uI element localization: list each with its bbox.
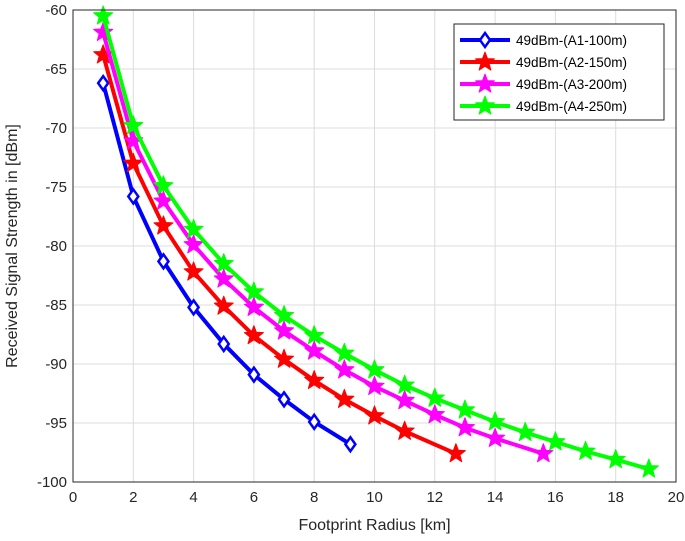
- data-point-star: [304, 370, 325, 390]
- legend-label: 49dBm-(A1-100m): [516, 33, 627, 48]
- data-point-star: [394, 374, 415, 394]
- y-tick-label: -90: [45, 356, 67, 373]
- legend-item: 49dBm-(A4-250m): [460, 95, 627, 115]
- x-tick-label: 8: [310, 489, 318, 506]
- data-point-star: [243, 281, 264, 301]
- legend-marker-star: [474, 51, 496, 71]
- x-tick-label: 10: [366, 489, 383, 506]
- x-tick-label: 12: [426, 489, 443, 506]
- x-tick-label: 0: [69, 489, 77, 506]
- legend-label: 49dBm-(A3-200m): [516, 77, 627, 92]
- data-point-star: [183, 261, 204, 281]
- data-point-star: [274, 320, 295, 340]
- legend-marker-star: [474, 95, 496, 115]
- data-point-star: [394, 390, 415, 410]
- y-tick-label: -60: [45, 2, 67, 19]
- legend-item: 49dBm-(A1-100m): [460, 30, 627, 50]
- x-tick-label: 18: [607, 489, 624, 506]
- data-point-star: [274, 348, 295, 368]
- series-2: [93, 44, 466, 463]
- x-tick-label: 20: [668, 489, 685, 506]
- data-point-star: [364, 375, 385, 396]
- legend: 49dBm-(A1-100m) 49dBm-(A2-150m) 49dBm-(A3-…: [453, 23, 665, 121]
- data-point-star: [364, 359, 385, 379]
- legend-marker-diamond: [478, 30, 492, 50]
- data-point-diamond: [307, 412, 321, 431]
- data-point-diamond: [126, 187, 140, 206]
- legend-item: 49dBm-(A3-200m): [460, 73, 627, 93]
- data-point-star: [605, 449, 626, 469]
- data-point-star: [153, 215, 174, 235]
- data-point-star: [304, 325, 325, 345]
- x-tick-label: 4: [189, 489, 197, 506]
- data-point-star: [213, 268, 234, 288]
- data-point-star: [454, 399, 475, 419]
- series-layer: [93, 5, 659, 478]
- data-point-star: [334, 342, 355, 362]
- data-point-star: [334, 359, 355, 379]
- x-tick-labels: 0 2 4 6 8 10 12 14 16 18 20: [69, 489, 685, 506]
- data-point-star: [515, 421, 536, 442]
- data-point-diamond: [187, 298, 201, 317]
- y-axis-label: Received Signal Strength in [dBm]: [4, 124, 21, 368]
- data-point-diamond: [277, 390, 291, 409]
- x-tick-label: 16: [547, 489, 564, 506]
- data-point-star: [243, 325, 264, 345]
- data-point-star: [394, 420, 415, 440]
- x-tick-label: 6: [250, 489, 258, 506]
- legend-label: 49dBm-(A4-250m): [516, 99, 627, 114]
- y-tick-label: -100: [37, 474, 67, 491]
- data-point-diamond: [247, 365, 261, 384]
- plot-frame: [72, 9, 677, 483]
- x-tick-label: 2: [129, 489, 137, 506]
- x-axis-label: Footprint Radius [km]: [298, 517, 450, 534]
- data-point-star: [638, 458, 659, 478]
- data-point-star: [93, 21, 114, 42]
- data-point-star: [334, 388, 355, 408]
- data-point-star: [183, 218, 204, 239]
- data-point-star: [364, 405, 385, 425]
- y-tick-label: -85: [45, 297, 67, 314]
- series-4: [93, 5, 659, 478]
- data-point-star: [93, 5, 114, 25]
- data-point-star: [274, 305, 295, 325]
- data-point-star: [485, 427, 506, 447]
- y-tick-label: -95: [45, 415, 67, 432]
- legend-item: 49dBm-(A2-150m): [460, 51, 627, 71]
- data-point-star: [123, 115, 144, 135]
- data-point-diamond: [96, 74, 110, 93]
- data-point-diamond: [217, 334, 231, 354]
- data-point-star: [153, 175, 174, 195]
- data-point-star: [545, 431, 566, 451]
- data-point-star: [424, 404, 445, 424]
- data-point-star: [424, 387, 445, 407]
- data-point-star: [304, 340, 325, 360]
- y-tick-label: -70: [45, 120, 67, 137]
- legend-label: 49dBm-(A2-150m): [516, 55, 627, 70]
- series-1: [96, 74, 357, 454]
- data-point-star: [445, 443, 466, 463]
- legend-marker-star: [474, 73, 496, 93]
- y-tick-label: -65: [45, 61, 67, 78]
- data-point-star: [533, 443, 554, 463]
- series-3: [93, 21, 554, 463]
- y-tick-label: -80: [45, 238, 67, 255]
- data-point-star: [213, 295, 234, 315]
- data-point-star: [183, 234, 204, 254]
- x-tick-label: 14: [487, 489, 504, 506]
- data-point-star: [454, 417, 475, 437]
- data-point-diamond: [156, 252, 170, 271]
- data-point-star: [485, 411, 506, 431]
- data-point-diamond: [343, 435, 357, 454]
- series-line: [101, 54, 457, 456]
- y-tick-labels: -100 -95 -90 -85 -80 -75 -70 -65 -60: [37, 2, 67, 491]
- data-point-star: [213, 253, 234, 273]
- y-tick-label: -75: [45, 179, 67, 196]
- data-point-star: [243, 296, 264, 316]
- data-point-star: [123, 152, 144, 172]
- data-point-star: [575, 440, 596, 460]
